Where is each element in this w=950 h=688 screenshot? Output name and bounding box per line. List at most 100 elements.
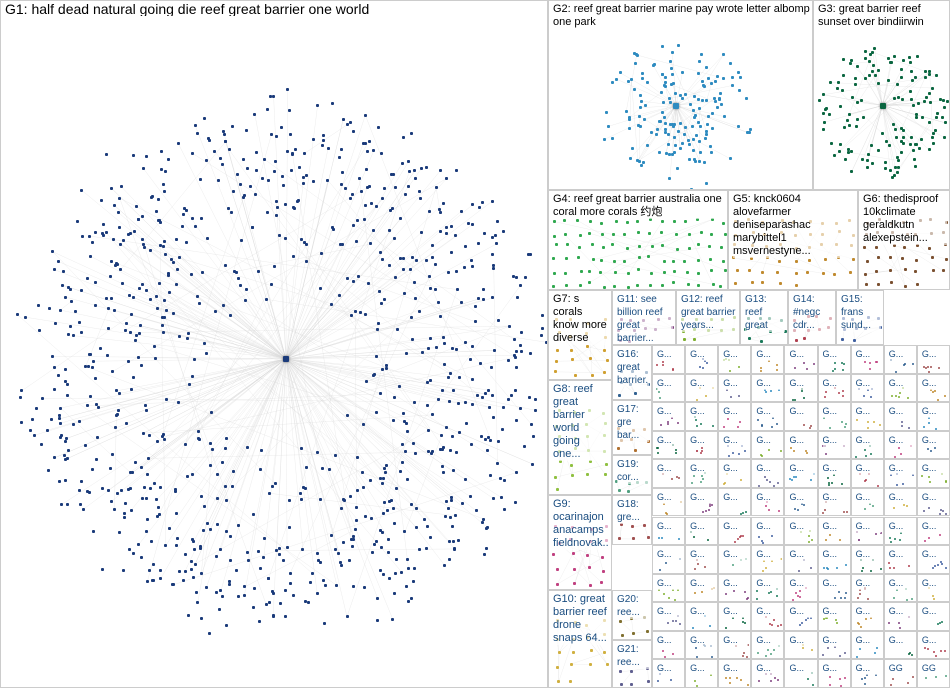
graph-node xyxy=(76,220,79,223)
graph-node xyxy=(778,510,780,512)
micro-cluster: G... xyxy=(818,459,851,488)
graph-node xyxy=(738,366,740,368)
graph-node xyxy=(228,583,231,586)
micro-cluster-label: G... xyxy=(756,520,781,533)
graph-node xyxy=(756,590,758,592)
graph-node xyxy=(742,535,744,537)
graph-node xyxy=(532,435,535,438)
graph-node xyxy=(172,261,175,264)
graph-node xyxy=(147,457,150,460)
graph-node xyxy=(305,260,308,263)
graph-node xyxy=(677,422,679,424)
graph-node xyxy=(647,536,650,539)
graph-node xyxy=(109,467,112,470)
graph-node xyxy=(519,284,522,287)
micro-cluster-label: G... xyxy=(922,548,947,561)
graph-node xyxy=(342,541,345,544)
graph-node xyxy=(725,593,727,595)
graph-node xyxy=(909,143,912,146)
graph-node xyxy=(927,366,929,368)
micro-cluster-label: G... xyxy=(789,348,814,361)
graph-node xyxy=(657,680,659,682)
graph-node xyxy=(290,169,293,172)
graph-node xyxy=(284,615,287,618)
micro-cluster: G... xyxy=(818,345,851,374)
graph-node xyxy=(801,622,803,624)
graph-node xyxy=(451,347,454,350)
graph-node xyxy=(872,64,875,67)
micro-cluster: G... xyxy=(718,545,751,574)
micro-cluster-label: G... xyxy=(690,605,715,618)
graph-node xyxy=(328,468,331,471)
graph-node xyxy=(670,83,673,86)
graph-node xyxy=(102,223,105,226)
graph-node xyxy=(761,424,763,426)
micro-cluster-label: G... xyxy=(823,377,848,390)
graph-node xyxy=(66,503,69,506)
graph-node xyxy=(794,399,796,401)
micro-cluster-label: G... xyxy=(657,348,682,361)
graph-node xyxy=(82,508,85,511)
micro-cluster-label: G... xyxy=(657,634,682,647)
graph-node xyxy=(637,231,640,234)
graph-node xyxy=(828,484,830,486)
micro-cluster-label: G... xyxy=(789,520,814,533)
graph-node xyxy=(292,255,295,258)
graph-node xyxy=(629,157,632,160)
graph-node xyxy=(556,488,559,491)
graph-node xyxy=(841,362,843,364)
micro-cluster-label: G... xyxy=(723,405,748,418)
micro-cluster: G... xyxy=(784,431,817,460)
micro-cluster-label: G... xyxy=(690,520,715,533)
graph-node xyxy=(862,567,864,569)
micro-cluster-label: G... xyxy=(756,634,781,647)
micro-cluster: G... xyxy=(652,431,685,460)
graph-node xyxy=(861,570,863,572)
graph-node xyxy=(777,625,779,627)
graph-node xyxy=(710,233,713,236)
graph-node xyxy=(705,510,707,512)
graph-node xyxy=(842,395,844,397)
graph-node xyxy=(60,503,63,506)
graph-node xyxy=(678,538,680,540)
graph-node xyxy=(155,210,158,213)
graph-node xyxy=(860,626,862,628)
graph-node xyxy=(272,614,275,617)
graph-node xyxy=(910,70,913,73)
graph-node xyxy=(807,678,809,680)
graph-node xyxy=(118,226,121,229)
graph-node xyxy=(346,615,349,618)
graph-node xyxy=(303,152,306,155)
graph-node xyxy=(392,507,395,510)
graph-node xyxy=(889,256,892,259)
graph-node xyxy=(640,100,643,103)
graph-node xyxy=(312,138,315,141)
graph-node xyxy=(770,390,772,392)
micro-cluster: G... xyxy=(685,459,718,488)
graph-node xyxy=(475,509,478,512)
graph-node xyxy=(667,423,669,425)
micro-cluster-label: G... xyxy=(657,377,682,390)
graph-node xyxy=(420,167,423,170)
graph-node xyxy=(746,598,748,600)
graph-node xyxy=(676,248,679,251)
graph-node xyxy=(852,258,855,261)
micro-cluster-label: G... xyxy=(889,548,914,561)
graph-node xyxy=(867,427,869,429)
graph-node xyxy=(924,647,926,649)
graph-node xyxy=(738,453,740,455)
graph-node xyxy=(858,623,860,625)
graph-node xyxy=(514,501,517,504)
graph-node xyxy=(734,541,736,543)
graph-node xyxy=(381,197,384,200)
graph-node xyxy=(719,285,722,288)
graph-node xyxy=(349,197,352,200)
graph-node xyxy=(300,447,303,450)
graph-node xyxy=(697,72,700,75)
graph-node xyxy=(628,116,631,119)
graph-node xyxy=(660,424,662,426)
graph-node xyxy=(945,513,947,515)
graph-node xyxy=(160,150,163,153)
graph-node xyxy=(53,388,56,391)
graph-node xyxy=(565,257,568,260)
